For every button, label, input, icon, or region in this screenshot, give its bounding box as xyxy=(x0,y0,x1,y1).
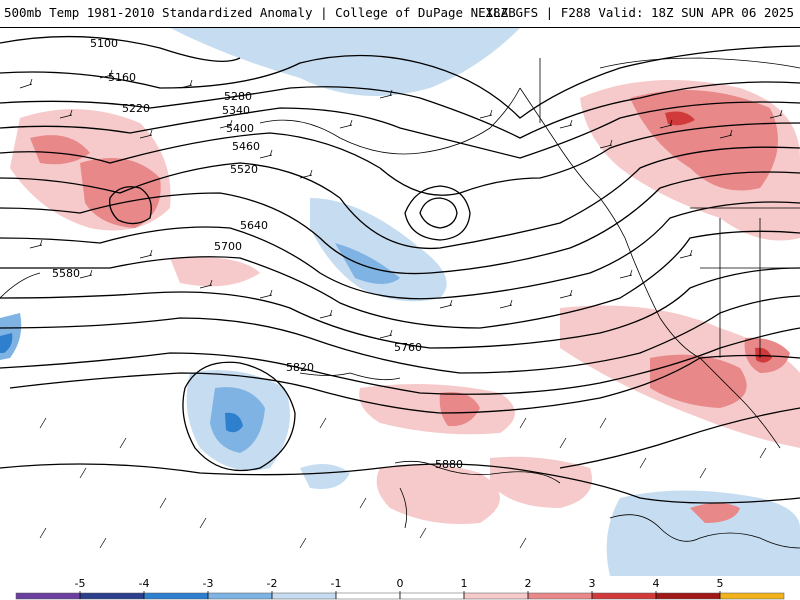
model-run-info: 18Z GFS | F288 Valid: 18Z SUN APR 06 202… xyxy=(485,5,794,20)
contour-label: 5700 xyxy=(214,240,242,253)
contour-label: 5220 xyxy=(122,102,150,115)
colorbar: -5 -4 -3 -2 -1 0 1 2 3 4 5 xyxy=(15,577,785,600)
colorbar-swatches xyxy=(15,592,785,600)
contour-label: 5640 xyxy=(240,219,268,232)
colorbar-swatch xyxy=(719,592,785,600)
colorbar-swatch xyxy=(271,592,337,600)
contour-label: 5880 xyxy=(435,458,463,471)
colorbar-tick-label: -4 xyxy=(139,577,150,590)
contour-label: 5820 xyxy=(286,361,314,374)
contour-labels: 5100 5160 5220 5280 5340 5400 5460 5520 … xyxy=(52,37,463,471)
map-header: 500mb Temp 1981-2010 Standardized Anomal… xyxy=(0,0,800,28)
colorbar-tick-label: -5 xyxy=(75,577,86,590)
colorbar-tick-label: 5 xyxy=(717,577,724,590)
contour-label: 5100 xyxy=(90,37,118,50)
map-title: 500mb Temp 1981-2010 Standardized Anomal… xyxy=(4,5,516,20)
contour-label: 5460 xyxy=(232,140,260,153)
contour-label: 5580 xyxy=(52,267,80,280)
colorbar-tick-label: 1 xyxy=(461,577,468,590)
colorbar-swatch xyxy=(79,592,145,600)
colorbar-ticks: -5 -4 -3 -2 -1 0 1 2 3 4 5 xyxy=(75,577,724,599)
colorbar-tick-label: -3 xyxy=(203,577,214,590)
colorbar-swatch xyxy=(463,592,529,600)
colorbar-swatch xyxy=(207,592,273,600)
colorbar-tick-label: -1 xyxy=(331,577,342,590)
colorbar-tick-label: 4 xyxy=(653,577,660,590)
colorbar-tick-label: 3 xyxy=(589,577,596,590)
contour-label: 5400 xyxy=(226,122,254,135)
colorbar-swatch xyxy=(143,592,209,600)
anomaly-shading xyxy=(0,28,800,576)
colorbar-swatch xyxy=(399,592,465,600)
anomaly-map: 5100 5160 5220 5280 5340 5400 5460 5520 … xyxy=(0,28,800,576)
colorbar-tick-label: 0 xyxy=(397,577,404,590)
wind-barbs xyxy=(19,69,783,549)
colorbar-swatch xyxy=(527,592,593,600)
contour-label: 5760 xyxy=(394,341,422,354)
contour-label: 5160 xyxy=(108,71,136,84)
contour-label: 5340 xyxy=(222,104,250,117)
colorbar-tick-label: -2 xyxy=(267,577,278,590)
colorbar-swatch xyxy=(15,592,81,600)
colorbar-swatch xyxy=(335,592,401,600)
height-contours xyxy=(0,35,800,504)
colorbar-swatch xyxy=(655,592,721,600)
colorbar-tick-label: 2 xyxy=(525,577,532,590)
contour-label: 5520 xyxy=(230,163,258,176)
colorbar-swatch xyxy=(591,592,657,600)
contour-label: 5280 xyxy=(224,90,252,103)
